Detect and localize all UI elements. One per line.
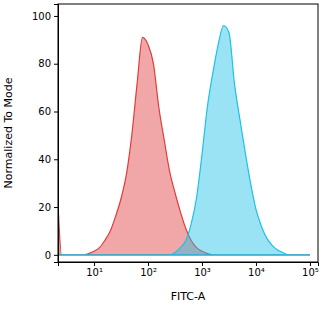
y-tick-label: 80 xyxy=(38,58,51,69)
y-tick-label: 40 xyxy=(38,154,51,165)
y-tick-mark xyxy=(54,159,58,160)
x-tick-mark xyxy=(202,262,203,266)
x-tick-label: 10¹ xyxy=(86,267,103,278)
y-axis-title: Normalized To Mode xyxy=(2,77,15,188)
histogram-area xyxy=(59,37,310,254)
x-tick-mark xyxy=(94,262,95,266)
y-tick-label: 0 xyxy=(45,250,51,261)
x-axis: 10¹ 10² 10³ 10⁴ 10⁵ xyxy=(59,262,319,278)
y-tick: 60 xyxy=(38,106,58,117)
y-tick-mark xyxy=(54,255,58,256)
x-tick: 10⁵ xyxy=(302,262,319,278)
x-tick: 10³ xyxy=(194,262,211,278)
y-axis-line xyxy=(54,5,59,263)
chart: 10¹ 10² 10³ 10⁴ 10⁵ 0 20 40 60 80 100 FITC-A Normali… xyxy=(0,0,327,310)
x-tick-label: 10⁵ xyxy=(302,267,319,278)
x-tick-label: 10⁴ xyxy=(248,267,265,278)
y-tick: 40 xyxy=(38,154,58,165)
histogram-area xyxy=(59,26,310,255)
x-axis-title: FITC-A xyxy=(171,290,206,303)
y-tick-mark xyxy=(54,16,58,17)
x-tick-label: 10³ xyxy=(194,267,211,278)
x-tick-mark xyxy=(148,262,149,266)
x-tick: 10² xyxy=(140,262,157,278)
plot-area xyxy=(59,26,310,255)
x-tick-mark xyxy=(310,262,311,266)
y-tick-mark xyxy=(54,64,58,65)
x-tick-mark xyxy=(256,262,257,266)
x-tick: 10⁴ xyxy=(248,262,265,278)
y-tick-mark xyxy=(54,112,58,113)
y-tick: 0 xyxy=(45,250,58,261)
y-tick: 100 xyxy=(32,11,58,22)
x-tick: 10¹ xyxy=(86,262,103,278)
y-tick-label: 60 xyxy=(38,106,51,117)
y-tick: 80 xyxy=(38,58,58,69)
x-axis-line xyxy=(59,263,319,267)
y-tick-label: 100 xyxy=(32,11,51,22)
plot-frame xyxy=(58,4,318,262)
y-tick: 20 xyxy=(38,202,58,213)
x-tick-label: 10² xyxy=(140,267,157,278)
y-tick-label: 20 xyxy=(38,202,51,213)
y-axis: 0 20 40 60 80 100 xyxy=(32,5,59,263)
y-tick-mark xyxy=(54,207,58,208)
